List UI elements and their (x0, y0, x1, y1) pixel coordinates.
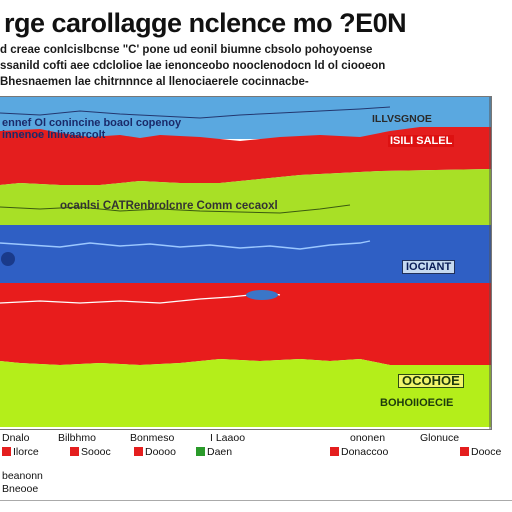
subtitle-line-1: d creae conlcislbcnse "C' pone ud eonil … (0, 44, 373, 56)
subtitle-line-3: Bhesnaemen lae chitrnnnce al llenociaere… (0, 76, 309, 88)
band-label-green-right: OCOHOE (398, 374, 464, 388)
legend-swatch-icon (2, 447, 11, 456)
legend-item: Glonuce (420, 432, 460, 444)
band-label-red-right: ISILI SALEL (388, 135, 455, 147)
series-line-top (0, 106, 391, 119)
subtitle-line-2: ssanild cofti aee cdclolioe lae ienonceo… (0, 60, 386, 72)
chart-area (0, 96, 492, 430)
legend-row-1: Dnalo Bilbhmo Bonmeso I Laaoo ononen Glo… (0, 432, 512, 444)
chart-title: rge carollagge nclence mo ?E0N (4, 8, 407, 38)
legend-item: Daen (196, 446, 232, 458)
band-top-red (0, 127, 491, 185)
band-label-top-left-2: innenoe Inlivaarcolt (2, 129, 106, 141)
band-lower-red (0, 283, 491, 365)
band-upper-green (0, 169, 491, 227)
legend-item: Bilbhmo (58, 432, 96, 444)
legend-row-4: Bneooe (0, 483, 512, 495)
legend-note: Bneooe (2, 483, 39, 495)
bottom-divider (0, 500, 512, 501)
legend-swatch-icon (196, 447, 205, 456)
chart-plot (0, 97, 491, 429)
legend-item: Bonmeso (130, 432, 175, 444)
band-label-top-right: ILLVSGNOE (372, 113, 432, 125)
legend-swatch-icon (460, 447, 469, 456)
legend-note: beanonn (2, 470, 43, 482)
legend-item: Doooo (134, 446, 176, 458)
series-line-green (0, 204, 351, 214)
band-label-green-right-2: BOHOIIOECIE (380, 397, 454, 409)
legend-item: Dnalo (2, 432, 30, 444)
legend-item: Dooce (460, 446, 501, 458)
band-bottom-green (0, 359, 491, 427)
legend-swatch-icon (330, 447, 339, 456)
legend-swatch-icon (134, 447, 143, 456)
band-label-green-mid: ocanlsi CATRenbrolcnre Comm cecaoxl (60, 200, 278, 212)
band-label-blue-right: IOCIANT (402, 260, 456, 274)
marker-red-mid (246, 290, 278, 300)
band-label-top-left: ennef Ol conincine boaol copenoy (2, 117, 182, 129)
legend-item: Ilorce (2, 446, 39, 458)
legend-row-3: beanonn (0, 470, 512, 482)
series-line-blue (0, 240, 371, 250)
legend-row-2: Ilorce Soooc Doooo Daen Donaccoo Dooce (0, 446, 512, 458)
legend-item: I Laaoo (210, 432, 246, 444)
legend-swatch-icon (70, 447, 79, 456)
legend-item: Donaccoo (330, 446, 388, 458)
legend-item: Soooc (70, 446, 111, 458)
legend-item: ononen (350, 432, 386, 444)
band-middle-blue (0, 225, 491, 283)
marker-blue-left (1, 252, 15, 266)
